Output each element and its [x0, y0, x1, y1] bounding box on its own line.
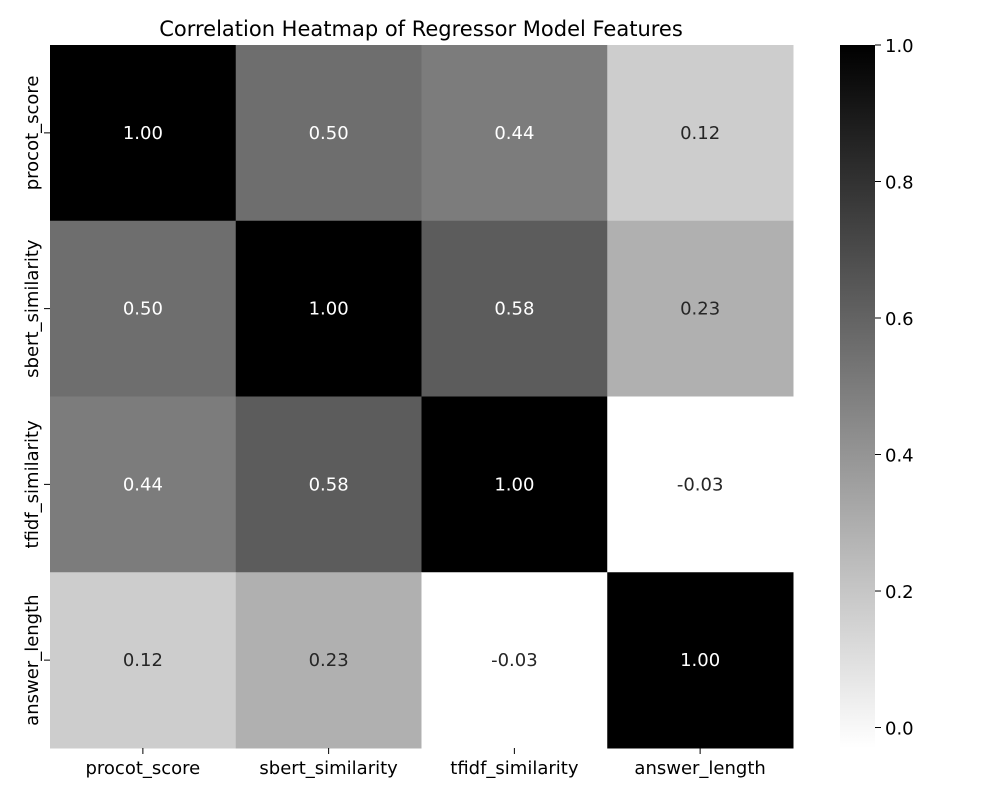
heatmap-cell — [421, 220, 608, 397]
cell-value-labels: 1.00 0.50 0.44 0.12 0.50 1.00 0.58 0.23 0.44 0.58… — [123, 123, 724, 671]
heatmap-cell — [50, 220, 237, 397]
x-tick-label: sbert_similarity — [259, 758, 398, 779]
colorbar-tick-label: 0.6 — [885, 309, 914, 330]
heatmap-cell — [421, 396, 608, 573]
heatmap-cell — [235, 396, 422, 573]
cell-value-label: 1.00 — [494, 474, 534, 495]
cell-value-label: -0.03 — [677, 474, 724, 495]
cell-value-label: 1.00 — [123, 123, 163, 144]
cell-value-label: 1.00 — [309, 299, 349, 320]
colorbar: 0.0 0.2 0.4 0.6 0.8 1.0 — [840, 36, 914, 748]
heatmap-cell — [607, 572, 794, 749]
heatmap-cell — [421, 572, 608, 749]
cell-value-label: 0.58 — [309, 474, 349, 495]
y-axis: procot_score sbert_similarity tfidf_simila… — [22, 75, 50, 726]
cell-value-label: 1.00 — [680, 650, 720, 671]
colorbar-gradient — [840, 45, 875, 748]
cell-value-label: 0.58 — [494, 299, 534, 320]
cell-value-label: -0.03 — [491, 650, 538, 671]
heatmap-cell — [50, 396, 237, 573]
cell-value-label: 0.44 — [123, 474, 163, 495]
chart-title: Correlation Heatmap of Regressor Model F… — [159, 17, 683, 41]
heatmap-cell — [421, 45, 608, 222]
cell-value-label: 0.23 — [309, 650, 349, 671]
heatmap-cell — [607, 396, 794, 573]
heatmap-cell — [50, 572, 237, 749]
cell-value-label: 0.23 — [680, 299, 720, 320]
colorbar-tick-label: 0.8 — [885, 173, 914, 194]
heatmap-cell — [50, 45, 237, 222]
colorbar-tick-label: 1.0 — [885, 36, 914, 57]
heatmap-cell — [235, 45, 422, 222]
colorbar-tick-label: 0.2 — [885, 582, 914, 603]
heatmap-cell — [235, 572, 422, 749]
x-axis: procot_score sbert_similarity tfidf_simila… — [85, 748, 766, 779]
colorbar-ticks: 0.0 0.2 0.4 0.6 0.8 1.0 — [875, 36, 914, 740]
heatmap-cell — [607, 45, 794, 222]
heatmap-cell — [607, 220, 794, 397]
cell-value-label: 0.50 — [309, 123, 349, 144]
colorbar-tick-label: 0.0 — [885, 719, 914, 740]
cell-value-label: 0.12 — [123, 650, 163, 671]
heatmap-cells — [50, 45, 794, 749]
colorbar-tick-label: 0.4 — [885, 446, 914, 467]
x-tick-label: tfidf_similarity — [450, 758, 579, 779]
y-tick-label: sbert_similarity — [22, 239, 43, 378]
cell-value-label: 0.50 — [123, 299, 163, 320]
x-tick-label: procot_score — [85, 758, 200, 779]
x-tick-label: answer_length — [634, 758, 765, 779]
y-tick-label: tfidf_similarity — [22, 420, 43, 549]
y-tick-label: answer_length — [22, 594, 43, 725]
y-tick-label: procot_score — [22, 75, 43, 190]
cell-value-label: 0.12 — [680, 123, 720, 144]
heatmap-cell — [235, 220, 422, 397]
cell-value-label: 0.44 — [494, 123, 534, 144]
